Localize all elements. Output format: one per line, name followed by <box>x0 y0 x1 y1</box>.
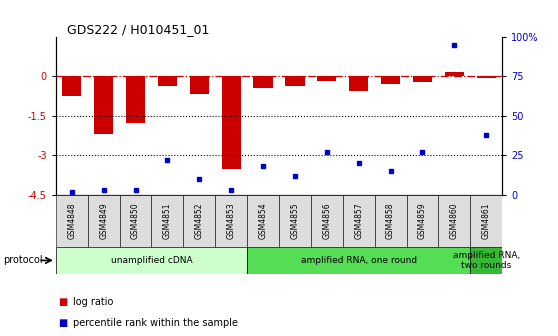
Bar <box>343 195 374 247</box>
Bar <box>62 77 81 96</box>
Bar <box>158 77 177 86</box>
Text: GSM4851: GSM4851 <box>163 203 172 239</box>
Bar <box>56 247 247 274</box>
Text: GSM4854: GSM4854 <box>258 203 267 239</box>
Bar <box>151 195 184 247</box>
Text: GSM4849: GSM4849 <box>99 203 108 239</box>
Text: ■: ■ <box>59 318 68 328</box>
Text: unamplified cDNA: unamplified cDNA <box>110 256 193 265</box>
Text: GSM4858: GSM4858 <box>386 203 395 239</box>
Text: GSM4852: GSM4852 <box>195 203 204 239</box>
Text: amplified RNA,
two rounds: amplified RNA, two rounds <box>453 251 520 270</box>
Text: log ratio: log ratio <box>73 297 113 307</box>
Bar <box>88 195 119 247</box>
Bar <box>279 195 311 247</box>
Bar <box>247 195 279 247</box>
Bar <box>285 77 305 86</box>
Bar <box>407 195 439 247</box>
Text: GSM4853: GSM4853 <box>227 203 235 239</box>
Bar <box>439 195 470 247</box>
Bar <box>374 195 407 247</box>
Bar <box>126 77 145 123</box>
Text: amplified RNA, one round: amplified RNA, one round <box>301 256 417 265</box>
Text: GSM4857: GSM4857 <box>354 203 363 239</box>
Bar <box>311 195 343 247</box>
Bar <box>413 77 432 82</box>
Text: GSM4848: GSM4848 <box>68 203 76 239</box>
Text: percentile rank within the sample: percentile rank within the sample <box>73 318 238 328</box>
Bar <box>56 195 88 247</box>
Text: GSM4860: GSM4860 <box>450 203 459 239</box>
Bar <box>477 77 496 78</box>
Text: ■: ■ <box>59 297 68 307</box>
Text: GSM4861: GSM4861 <box>482 203 490 239</box>
Bar <box>253 77 273 88</box>
Bar <box>470 247 502 274</box>
Text: GSM4855: GSM4855 <box>291 203 300 239</box>
Bar <box>222 77 240 169</box>
Bar <box>470 195 502 247</box>
Bar <box>445 73 464 77</box>
Bar <box>318 77 336 81</box>
Text: protocol: protocol <box>3 255 42 265</box>
Text: GSM4850: GSM4850 <box>131 203 140 239</box>
Bar <box>190 77 209 93</box>
Bar <box>381 77 400 84</box>
Bar <box>94 77 113 134</box>
Bar <box>215 195 247 247</box>
Text: GSM4856: GSM4856 <box>323 203 331 239</box>
Bar <box>119 195 151 247</box>
Text: GSM4859: GSM4859 <box>418 203 427 239</box>
Bar <box>184 195 215 247</box>
Bar <box>247 247 470 274</box>
Bar <box>349 77 368 91</box>
Text: GDS222 / H010451_01: GDS222 / H010451_01 <box>67 24 209 37</box>
